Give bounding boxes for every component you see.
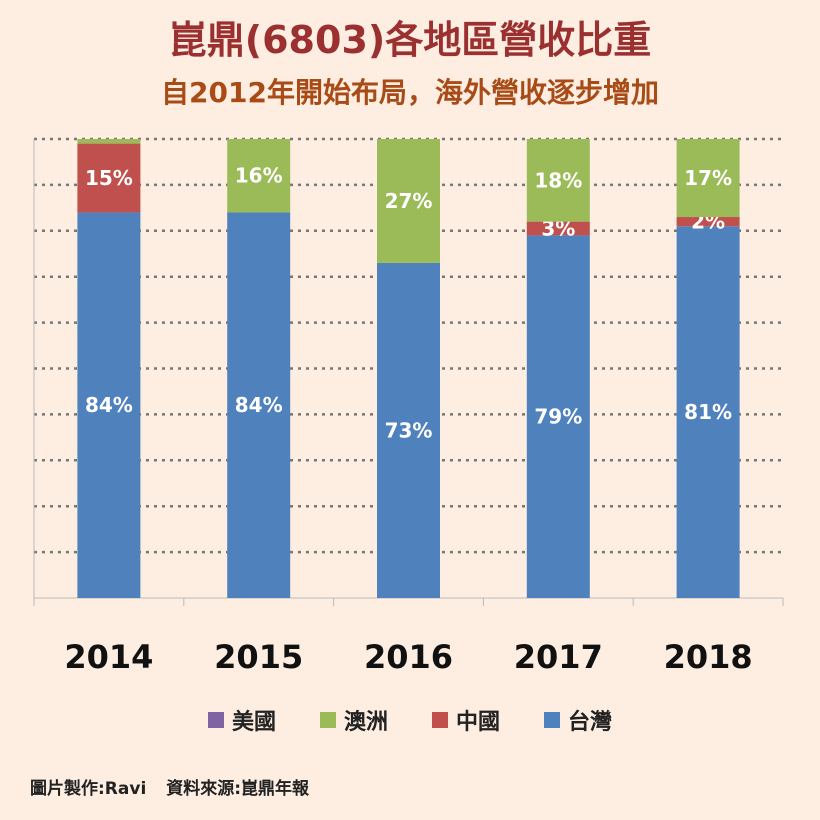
legend-label: 澳洲 xyxy=(343,710,388,735)
bar-segment-中國-2014 xyxy=(77,143,141,213)
legend-swatch xyxy=(319,712,336,728)
footer-source: 資料來源:崑鼎年報 xyxy=(166,779,310,799)
data-label: 27% xyxy=(385,189,433,213)
legend-item: 澳洲 xyxy=(319,704,388,736)
data-label: 18% xyxy=(534,168,582,192)
data-label: 79% xyxy=(534,405,582,429)
bar-segment-澳洲-2014 xyxy=(77,139,141,144)
bar-segment-澳洲-2015 xyxy=(227,139,291,213)
footer: 圖片製作:Ravi 資料來源:崑鼎年報 xyxy=(30,774,309,799)
data-label: 17% xyxy=(684,166,732,190)
x-tick-label: 2017 xyxy=(514,638,603,676)
bar-segment-台灣-2017 xyxy=(526,235,590,598)
bar-segment-台灣-2018 xyxy=(676,226,740,598)
bar-segment-中國-2018 xyxy=(676,217,740,227)
chart-title: 崑鼎(6803)各地區營收比重 xyxy=(168,18,652,62)
legend-swatch xyxy=(432,712,448,728)
data-label: 84% xyxy=(235,393,283,417)
legend-item: 中國 xyxy=(432,704,500,736)
data-label: 15% xyxy=(85,166,133,190)
legend-label: 美國 xyxy=(231,710,276,735)
bar-segment-中國-2017 xyxy=(526,221,590,236)
data-label: 84% xyxy=(85,393,133,417)
x-tick-label: 2018 xyxy=(664,638,753,676)
bar-segment-台灣-2014 xyxy=(77,212,141,598)
data-label: 81% xyxy=(684,400,732,424)
legend-label: 中國 xyxy=(456,710,501,735)
bar-segment-台灣-2016 xyxy=(377,262,440,598)
legend-swatch xyxy=(207,712,224,728)
data-label: 73% xyxy=(385,418,433,442)
bar-segment-澳洲-2017 xyxy=(526,139,590,222)
legend-swatch xyxy=(544,712,561,728)
legend-item: 美國 xyxy=(207,704,276,736)
chart-legend: 美國 澳洲 中國 台灣 xyxy=(0,704,820,736)
x-tick-label: 2016 xyxy=(364,638,453,676)
x-tick-label: 2015 xyxy=(214,638,303,676)
chart-subtitle: 自2012年開始布局，海外營收逐步增加 xyxy=(161,76,659,109)
x-tick-label: 2014 xyxy=(64,638,153,676)
legend-item: 台灣 xyxy=(544,704,612,736)
legend-label: 台灣 xyxy=(568,710,613,735)
bar-segment-澳洲-2018 xyxy=(676,139,740,218)
footer-author: 圖片製作:Ravi xyxy=(30,779,147,799)
bar-segment-澳洲-2016 xyxy=(377,139,440,263)
data-label: 16% xyxy=(235,164,283,188)
bar-segment-台灣-2015 xyxy=(227,212,291,598)
